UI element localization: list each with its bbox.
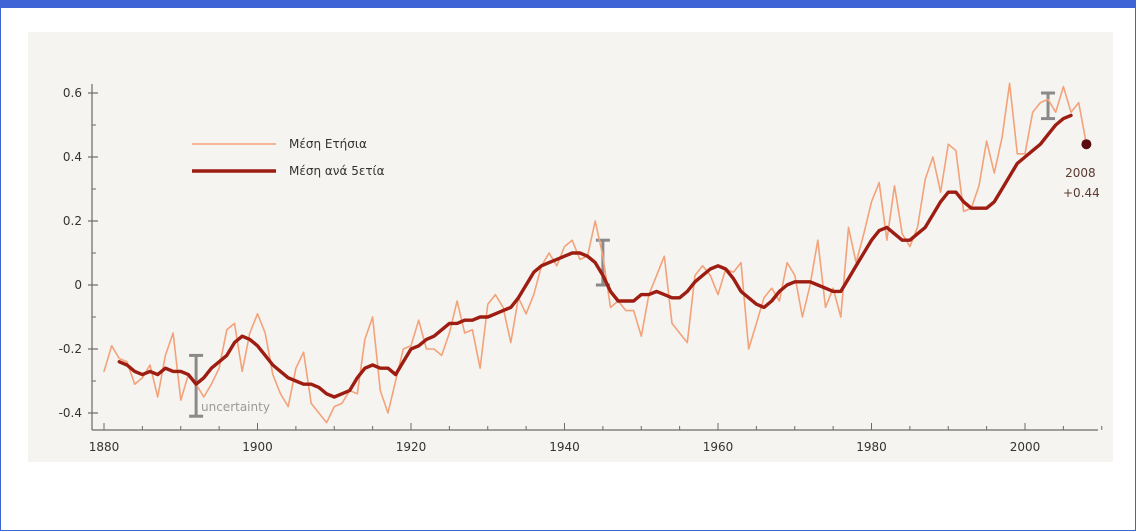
five-year-mean-line — [117, 113, 1073, 399]
x-tick-label: 1880 — [89, 440, 120, 454]
axes: -0.4 -0.2 0 0.2 0.4 0.6 1880 1900 1920 1940 1960 19… — [59, 84, 1103, 454]
highlight-marks — [1081, 139, 1092, 150]
legend: Μέση Ετήσια Μέση ανά 5ετία — [192, 137, 385, 178]
y-tick-label: 0.2 — [63, 214, 82, 228]
y-tick-label: -0.4 — [59, 406, 82, 420]
y-tick-label: 0 — [74, 278, 82, 292]
annotation-value: +0.44 — [1063, 186, 1100, 200]
x-tick-label: 1960 — [703, 440, 734, 454]
annotation-year: 2008 — [1065, 166, 1096, 180]
window-header-bar — [0, 0, 1136, 8]
uncertainty-label: uncertainty — [201, 400, 270, 414]
highlight-point-2008 — [1081, 139, 1092, 150]
uncertainty-bar — [1041, 91, 1056, 121]
x-tick-label: 1940 — [549, 440, 580, 454]
temperature-anomaly-chart: -0.4 -0.2 0 0.2 0.4 0.6 1880 1900 1920 1940 1960 19… — [59, 82, 1103, 454]
x-tick-label: 1900 — [242, 440, 273, 454]
legend-label: Μέση ανά 5ετία — [289, 164, 385, 178]
legend-label: Μέση Ετήσια — [289, 137, 367, 151]
x-tick-label: 1920 — [396, 440, 427, 454]
y-tick-label: -0.2 — [59, 342, 82, 356]
annotations: uncertainty 2008 +0.44 — [201, 166, 1100, 414]
y-tick-label: 0.6 — [63, 86, 82, 100]
series-lines — [103, 82, 1088, 424]
annual-mean-line — [103, 82, 1088, 424]
x-tick-label: 1980 — [856, 440, 887, 454]
chart-panel: -0.4 -0.2 0 0.2 0.4 0.6 1880 1900 1920 1940 1960 19… — [28, 32, 1113, 462]
y-tick-label: 0.4 — [63, 150, 82, 164]
x-tick-label: 2000 — [1010, 440, 1041, 454]
